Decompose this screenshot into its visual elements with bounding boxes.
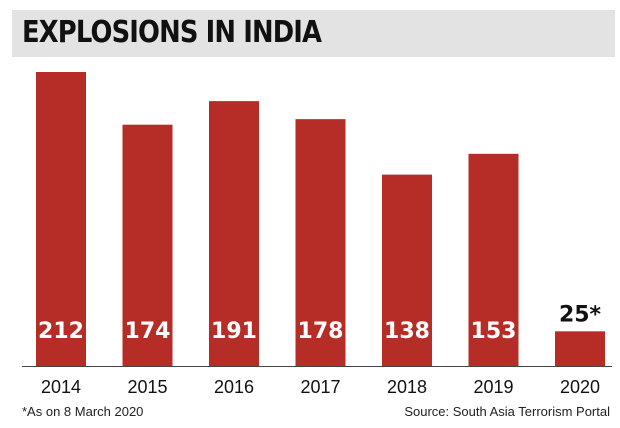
x-tick-2018: 2018 xyxy=(387,377,427,397)
bar-2019 xyxy=(468,153,519,366)
bar-2015 xyxy=(122,124,173,366)
data-label-2016: 191 xyxy=(211,319,257,344)
bar-2017 xyxy=(295,119,346,366)
source-note: Source: South Asia Terrorism Portal xyxy=(404,404,610,419)
x-tick-2019: 2019 xyxy=(473,377,513,397)
bar-2016 xyxy=(209,101,259,366)
data-label-2019: 153 xyxy=(471,319,517,344)
data-label-2020: 25* xyxy=(559,302,602,327)
x-tick-2017: 2017 xyxy=(300,377,340,397)
x-tick-2016: 2016 xyxy=(214,377,254,397)
chart-title: EXPLOSIONS IN INDIA xyxy=(22,15,322,50)
bar-2020 xyxy=(555,331,605,366)
bar-2014 xyxy=(36,72,86,366)
data-label-2014: 212 xyxy=(38,319,84,344)
x-tick-2020: 2020 xyxy=(560,377,600,397)
bar-2018 xyxy=(382,174,432,366)
x-tick-2015: 2015 xyxy=(127,377,167,397)
footnote: *As on 8 March 2020 xyxy=(22,404,144,419)
data-label-2015: 174 xyxy=(125,319,171,344)
title-bar: EXPLOSIONS IN INDIA xyxy=(12,10,615,57)
data-label-2018: 138 xyxy=(384,319,430,344)
data-label-2017: 178 xyxy=(298,319,344,344)
x-tick-2014: 2014 xyxy=(41,377,81,397)
